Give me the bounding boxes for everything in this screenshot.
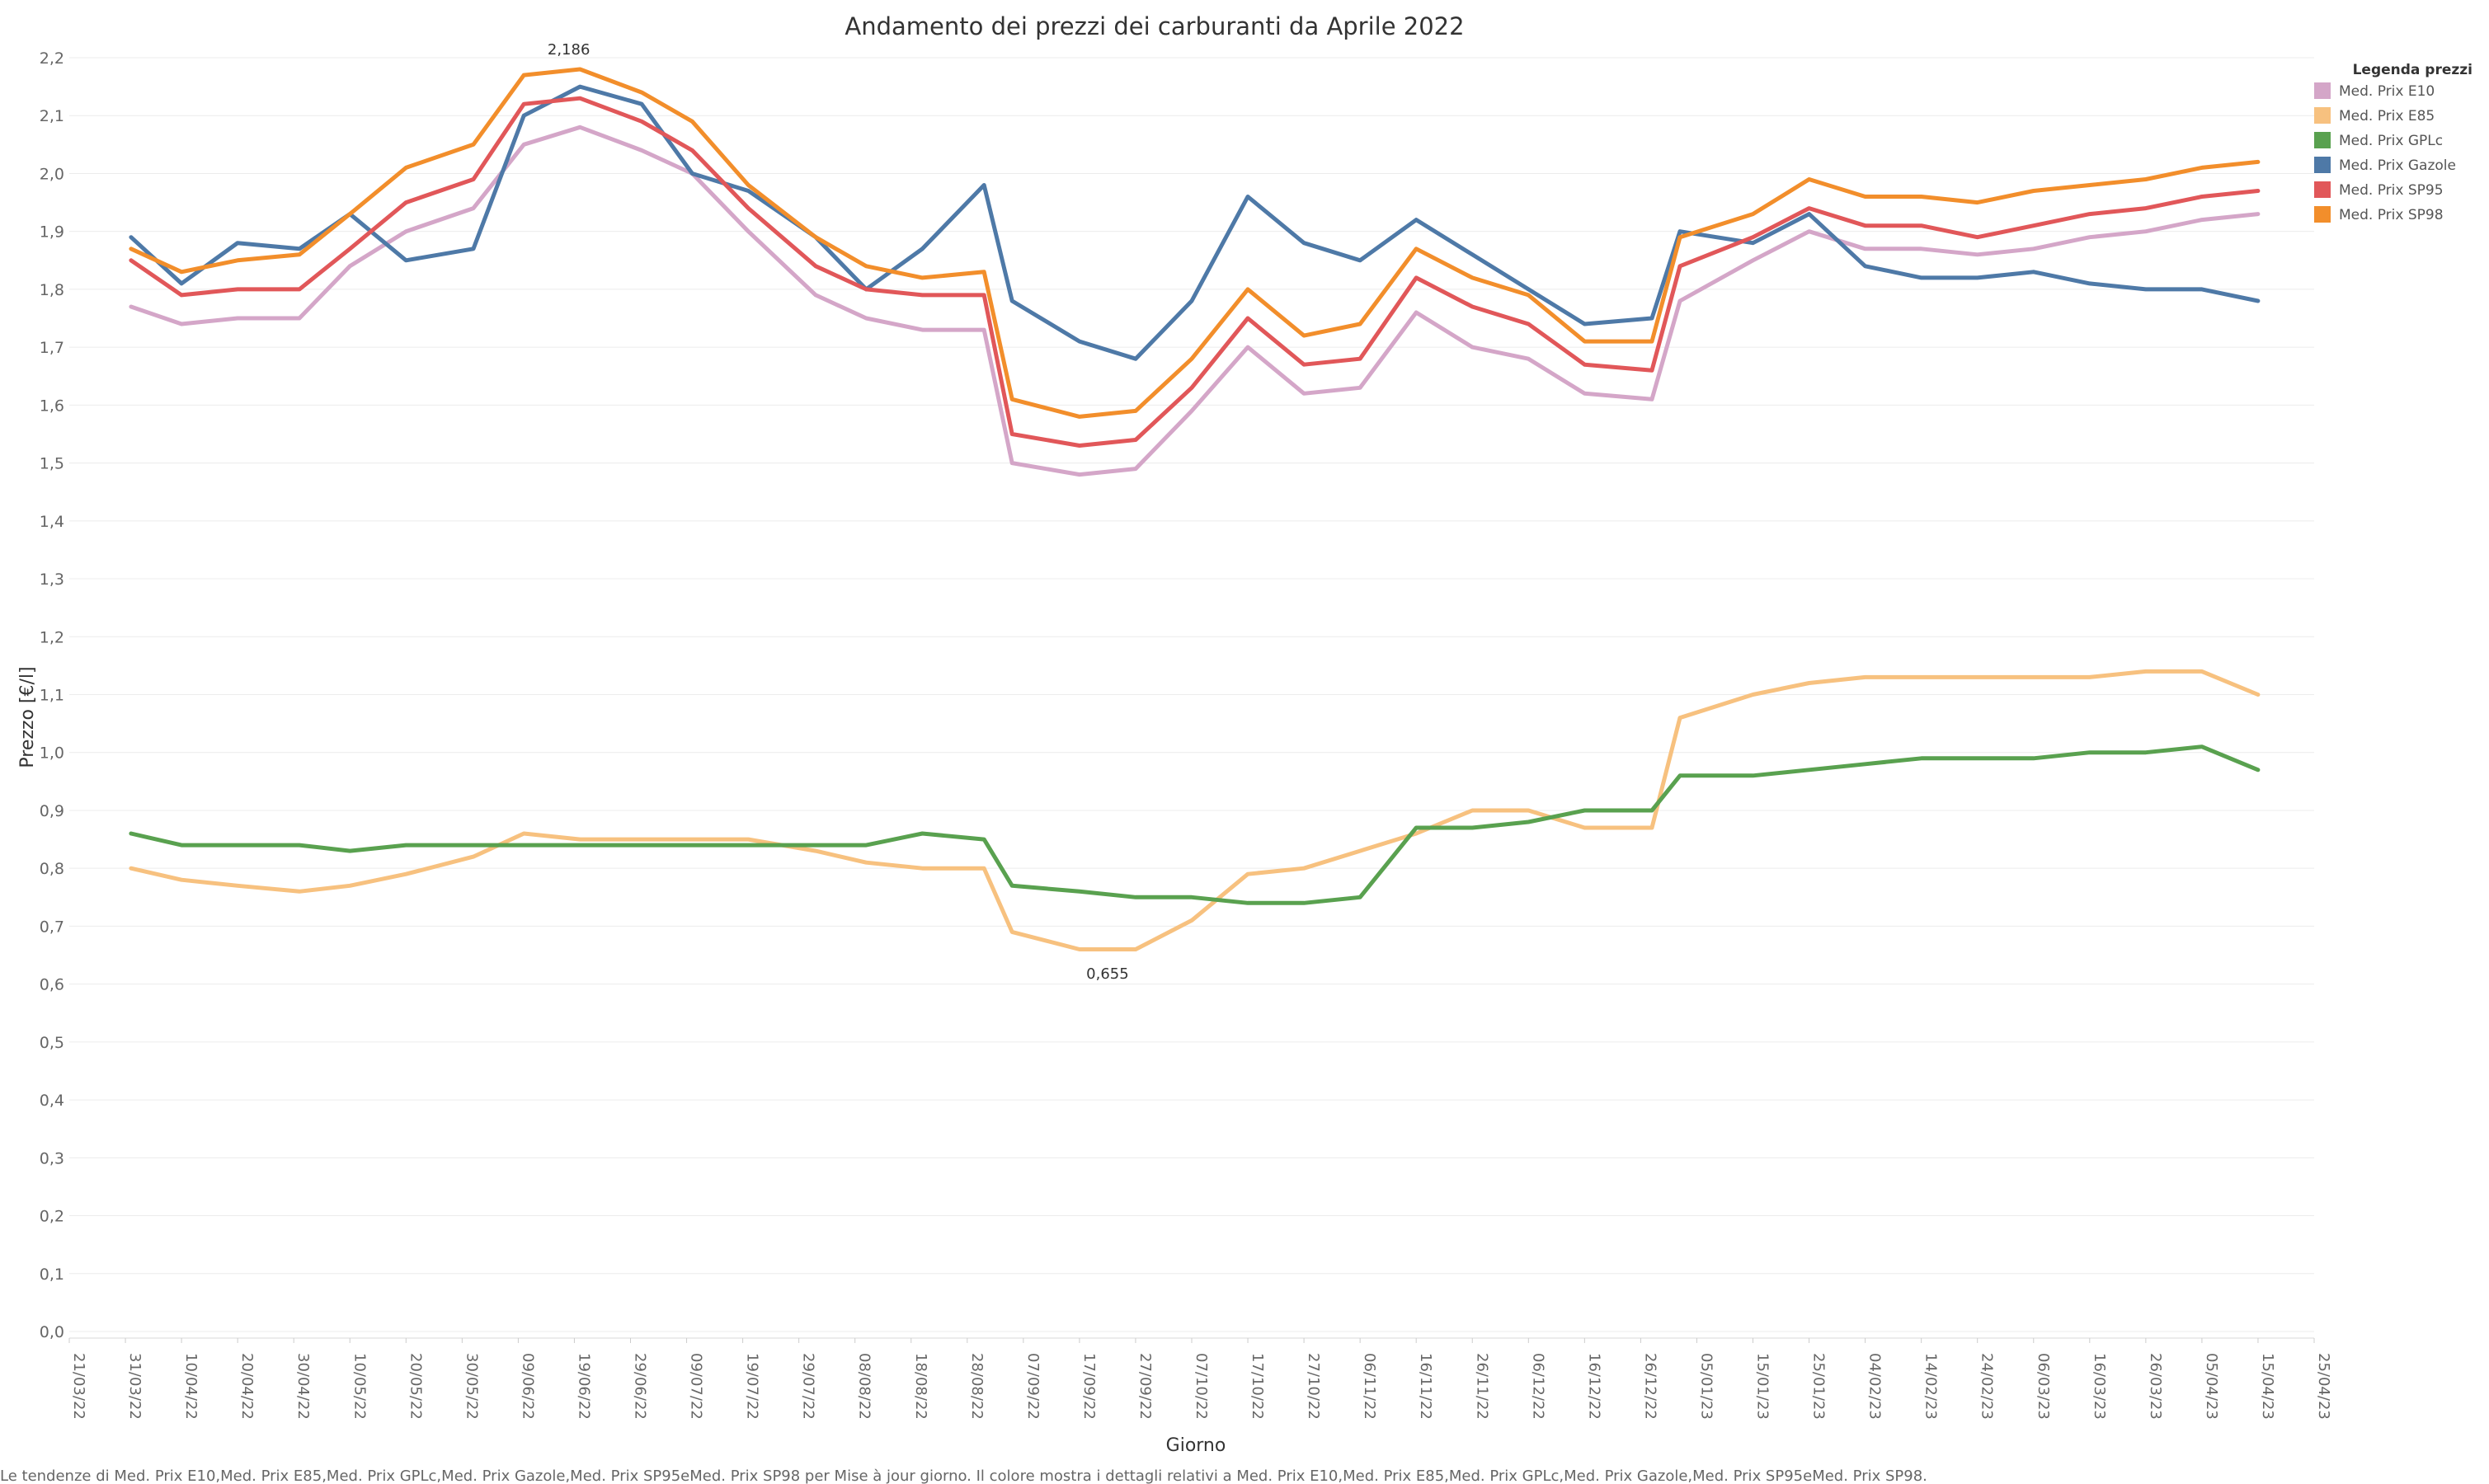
y-tick-label: 2,1 <box>40 107 64 125</box>
x-tick-label: 29/07/22 <box>800 1353 817 1420</box>
x-tick-label: 10/05/22 <box>351 1353 368 1420</box>
y-tick-label: 1,2 <box>40 628 64 646</box>
x-tick-label: 29/06/22 <box>632 1353 649 1420</box>
x-tick-label: 16/12/22 <box>1585 1353 1602 1420</box>
annotations: 2,186 0,655 <box>548 41 1129 983</box>
y-tick-label: 1,4 <box>40 513 64 531</box>
y-tick-label: 1,0 <box>40 744 64 763</box>
x-tick-label: 15/01/23 <box>1754 1353 1771 1420</box>
x-tick-label: 10/04/22 <box>182 1353 200 1420</box>
x-tick-label: 17/10/22 <box>1249 1353 1266 1420</box>
data-label: 0,655 <box>1086 965 1129 983</box>
x-tick-label: 20/05/22 <box>407 1353 424 1420</box>
y-tick-label: 2,2 <box>40 49 64 68</box>
y-tick-label: 2,0 <box>40 165 64 183</box>
legend-item-med-prix-gazole[interactable]: Med. Prix Gazole <box>2339 157 2456 174</box>
y-axis-ticks: 0,0 0,1 0,2 0,3 0,4 0,5 0,6 0,7 0,8 0,9 1,0 1,1 1,2 1… <box>40 49 64 1341</box>
x-tick-label: 26/11/22 <box>1473 1353 1490 1420</box>
legend-item-med-prix-e85[interactable]: Med. Prix E85 <box>2339 108 2435 124</box>
x-tick-label: 31/03/22 <box>126 1353 144 1420</box>
x-tick-label: 27/10/22 <box>1305 1353 1322 1420</box>
y-tick-label: 0,2 <box>40 1208 64 1226</box>
y-tick-label: 0,8 <box>40 860 64 878</box>
y-tick-label: 0,0 <box>40 1323 64 1341</box>
y-tick-label: 0,4 <box>40 1092 64 1110</box>
data-label: 2,186 <box>548 41 590 59</box>
x-tick-label: 26/12/22 <box>1641 1353 1659 1420</box>
x-tick-label: 25/04/23 <box>2315 1353 2332 1420</box>
x-tick-label: 15/04/23 <box>2259 1353 2276 1420</box>
y-tick-label: 1,3 <box>40 571 64 589</box>
x-tick-label: 26/03/23 <box>2147 1353 2164 1420</box>
x-tick-label: 27/09/22 <box>1136 1353 1154 1420</box>
legend-title: Legenda prezzi <box>2353 62 2473 78</box>
legend-item-med-prix-sp95[interactable]: Med. Prix SP95 <box>2339 182 2444 199</box>
x-tick-label: 05/01/23 <box>1697 1353 1715 1420</box>
x-axis-title: Giorno <box>1166 1435 1226 1456</box>
x-tick-label: 14/02/23 <box>1922 1353 1940 1420</box>
series-line-med-prix-gazole <box>129 84 2261 361</box>
y-tick-label: 0,9 <box>40 802 64 820</box>
legend-item-med-prix-gplc[interactable]: Med. Prix GPLc <box>2339 133 2443 149</box>
x-tick-label: 17/09/22 <box>1080 1353 1098 1420</box>
legend-item-med-prix-sp98[interactable]: Med. Prix SP98 <box>2339 207 2444 223</box>
y-tick-label: 1,7 <box>40 339 64 357</box>
x-tick-label: 04/02/23 <box>1866 1353 1884 1420</box>
x-tick-label: 07/10/22 <box>1193 1353 1210 1420</box>
chart-title: Andamento dei prezzi dei carburanti da A… <box>845 12 1464 40</box>
y-tick-label: 1,9 <box>40 223 64 242</box>
series-line-med-prix-e85 <box>129 669 2261 951</box>
x-tick-label: 18/08/22 <box>912 1353 929 1420</box>
y-tick-label: 1,1 <box>40 687 64 705</box>
x-tick-label: 16/03/23 <box>2091 1353 2108 1420</box>
legend-swatch-med-prix-gazole <box>2314 157 2331 173</box>
x-tick-label: 28/08/22 <box>968 1353 986 1420</box>
x-tick-label: 24/02/23 <box>1978 1353 1996 1420</box>
series-line-med-prix-e10 <box>129 124 2261 477</box>
legend-item-med-prix-e10[interactable]: Med. Prix E10 <box>2339 83 2435 100</box>
y-tick-label: 0,1 <box>40 1266 64 1284</box>
y-tick-label: 0,3 <box>40 1149 64 1167</box>
x-tick-label: 30/05/22 <box>463 1353 480 1420</box>
x-tick-label: 16/11/22 <box>1417 1353 1434 1420</box>
series-line-med-prix-sp98 <box>129 67 2261 419</box>
y-tick-label: 1,8 <box>40 281 64 299</box>
footnote: Le tendenze di Med. Prix E10,Med. Prix E… <box>0 1468 1927 1484</box>
x-tick-label: 21/03/22 <box>70 1353 87 1420</box>
legend-swatch-med-prix-e10 <box>2314 82 2331 99</box>
legend-swatch-med-prix-gplc <box>2314 132 2331 148</box>
x-tick-label: 30/04/22 <box>294 1353 312 1420</box>
x-axis-ticks: 21/03/22 31/03/22 10/04/22 20/04/22 30/04/22… <box>68 1338 2332 1420</box>
x-tick-label: 06/12/22 <box>1529 1353 1546 1420</box>
x-tick-label: 19/07/22 <box>744 1353 761 1420</box>
x-tick-label: 07/09/22 <box>1024 1353 1042 1420</box>
legend-swatch-med-prix-sp98 <box>2314 206 2331 223</box>
y-tick-label: 0,6 <box>40 976 64 994</box>
x-tick-label: 09/06/22 <box>519 1353 536 1420</box>
x-tick-label: 06/03/23 <box>2035 1353 2052 1420</box>
legend[interactable]: Legenda prezzi Med. Prix E10 Med. Prix E8… <box>2314 62 2473 223</box>
x-tick-label: 19/06/22 <box>575 1353 592 1420</box>
x-tick-label: 06/11/22 <box>1361 1353 1378 1420</box>
x-tick-label: 08/08/22 <box>856 1353 873 1420</box>
y-tick-label: 0,7 <box>40 918 64 936</box>
series-line-med-prix-sp95 <box>129 96 2261 448</box>
series-lines <box>129 67 2261 951</box>
x-tick-label: 20/04/22 <box>238 1353 256 1420</box>
legend-swatch-med-prix-e85 <box>2314 107 2331 124</box>
y-axis-title: Prezzo [€/l] <box>17 666 38 768</box>
y-tick-label: 1,6 <box>40 397 64 415</box>
legend-swatch-med-prix-sp95 <box>2314 181 2331 198</box>
x-tick-label: 25/01/23 <box>1810 1353 1828 1420</box>
x-tick-label: 05/04/23 <box>2203 1353 2220 1420</box>
x-tick-label: 09/07/22 <box>688 1353 705 1420</box>
y-tick-label: 0,5 <box>40 1034 64 1052</box>
y-tick-label: 1,5 <box>40 455 64 473</box>
grid <box>69 57 2314 1339</box>
series-line-med-prix-gplc <box>129 744 2261 905</box>
